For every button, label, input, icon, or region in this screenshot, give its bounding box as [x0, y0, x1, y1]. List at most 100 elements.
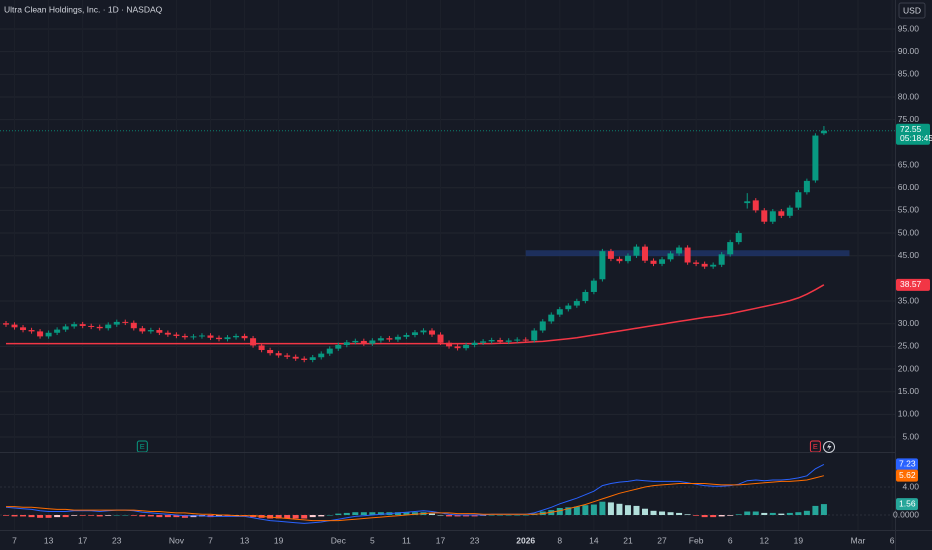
flash-icon[interactable] — [823, 441, 835, 453]
candle-body — [752, 200, 759, 211]
histogram-bar — [650, 510, 657, 516]
candle-body — [216, 337, 222, 340]
x-tick-label: 2026 — [516, 535, 535, 545]
candle-body — [522, 339, 529, 341]
event-label[interactable]: E — [140, 442, 145, 451]
histogram-bar — [642, 508, 648, 516]
candle-body — [394, 336, 401, 340]
histogram-bar — [607, 502, 614, 516]
histogram-bar — [463, 515, 470, 517]
candle-body — [79, 324, 86, 326]
candle-body — [156, 330, 163, 333]
candle-body — [386, 338, 393, 340]
candle-body — [292, 356, 299, 359]
histogram-bar — [411, 512, 418, 516]
candle-body — [420, 330, 427, 333]
histogram-bar — [54, 515, 61, 518]
x-tick-label: 8 — [557, 535, 562, 545]
x-tick-label: Feb — [689, 535, 704, 545]
price-label: 72.55 — [900, 124, 922, 134]
histogram-bar — [37, 515, 44, 518]
candle-body — [429, 330, 435, 335]
ma-label: 38.57 — [900, 279, 922, 289]
histogram-bar — [778, 513, 785, 516]
candle-body — [556, 309, 563, 315]
histogram-bar — [301, 515, 308, 519]
candle-body — [71, 324, 78, 327]
histogram-bar — [710, 515, 717, 518]
x-tick-label: 17 — [78, 535, 88, 545]
histogram-bar — [446, 515, 453, 517]
candle-body — [744, 201, 751, 204]
histogram-bar — [96, 515, 103, 517]
histogram-bar — [769, 512, 776, 516]
macd-line — [6, 475, 825, 522]
currency-box[interactable] — [898, 2, 926, 19]
histogram-bar — [744, 511, 751, 516]
y-tick-label: 55.00 — [898, 205, 920, 215]
histogram-bar — [556, 508, 563, 516]
histogram-bar — [795, 512, 802, 516]
candle-body — [343, 342, 350, 346]
macd-label: 1.56 — [899, 498, 916, 508]
candle-body — [258, 345, 265, 350]
histogram-bar — [786, 512, 793, 516]
histogram-bar — [224, 515, 231, 517]
histogram-bar — [616, 503, 623, 516]
candle-body — [446, 342, 453, 347]
histogram-bar — [624, 505, 631, 516]
histogram-bar — [522, 515, 529, 516]
candle-body — [241, 335, 248, 339]
y-tick-label: 15.00 — [898, 386, 920, 396]
histogram-bar — [752, 511, 759, 516]
histogram-bar — [454, 515, 461, 517]
y-tick-label: 60.00 — [898, 182, 920, 192]
histogram-bar — [429, 513, 435, 516]
candle-body — [659, 259, 666, 264]
macd-label-box — [896, 498, 918, 511]
histogram-bar — [590, 504, 597, 516]
histogram-bar — [735, 514, 742, 516]
candle-body — [624, 255, 631, 262]
currency[interactable]: USD — [903, 5, 921, 15]
x-tick-label: 14 — [589, 535, 599, 545]
y-tick-label: 20.00 — [898, 363, 920, 373]
flash-bolt[interactable] — [827, 443, 832, 451]
candle-body — [505, 340, 512, 342]
histogram-bar — [394, 512, 401, 516]
candle-body — [633, 246, 640, 256]
event-label[interactable]: E — [813, 442, 818, 451]
flash-circle[interactable] — [823, 441, 835, 453]
candle-body — [224, 337, 231, 340]
x-tick-label: 17 — [436, 535, 446, 545]
candle-body — [360, 340, 367, 344]
candle-body — [718, 254, 725, 265]
histogram-bar — [318, 515, 325, 517]
histogram-bar — [28, 515, 35, 518]
histogram-bar — [335, 513, 342, 516]
x-tick-label: Dec — [331, 535, 347, 545]
histogram-bar — [173, 515, 180, 518]
candle-body — [786, 207, 793, 216]
histogram-bar — [565, 507, 572, 516]
histogram-bar — [761, 512, 768, 516]
histogram-bar — [181, 515, 188, 518]
candle-body — [190, 336, 197, 338]
histogram-bar — [88, 515, 95, 516]
histogram-bar — [471, 515, 478, 517]
ma-label-box — [896, 278, 930, 291]
macd-tick-label: 4.00 — [902, 481, 919, 491]
histogram-bar — [309, 515, 316, 518]
candle-body — [795, 192, 802, 208]
y-tick-label: 35.00 — [898, 295, 920, 305]
candle-body — [590, 280, 597, 292]
histogram-bar — [514, 515, 521, 516]
candle-body — [803, 180, 810, 193]
histogram-bar — [684, 514, 691, 516]
candle-body — [352, 340, 359, 343]
histogram-bar — [139, 515, 146, 517]
y-tick-label: 95.00 — [898, 23, 920, 33]
candle-body — [480, 341, 487, 343]
macd-label-box — [896, 458, 918, 471]
